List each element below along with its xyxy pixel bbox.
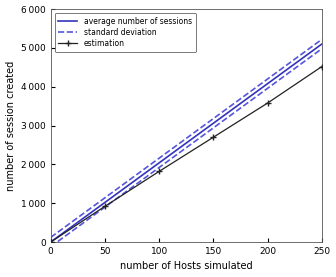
- average number of sessions: [179, 145, 183, 148]
- average number of sessions: [313, 47, 318, 50]
- average number of sessions: [320, 42, 324, 46]
- Y-axis label: number of session created: number of session created: [6, 60, 15, 191]
- Line: estimation: estimation: [47, 63, 325, 245]
- standard deviation: [196, 129, 200, 132]
- Line: standard deviation: standard deviation: [51, 39, 322, 237]
- average number of sessions: [210, 122, 214, 126]
- average number of sessions: [271, 78, 275, 81]
- standard deviation: [320, 38, 324, 41]
- average number of sessions: [177, 146, 181, 150]
- estimation: [266, 101, 270, 105]
- average number of sessions: [49, 240, 53, 244]
- Line: average number of sessions: average number of sessions: [51, 44, 322, 242]
- standard deviation: [177, 142, 181, 145]
- estimation: [320, 65, 324, 68]
- standard deviation: [313, 42, 318, 46]
- standard deviation: [271, 73, 275, 77]
- Legend: average number of sessions, standard deviation, estimation: average number of sessions, standard dev…: [54, 13, 196, 52]
- standard deviation: [49, 236, 53, 239]
- average number of sessions: [196, 133, 200, 137]
- estimation: [157, 170, 161, 173]
- standard deviation: [179, 140, 183, 144]
- standard deviation: [210, 118, 214, 121]
- X-axis label: number of Hosts simulated: number of Hosts simulated: [120, 261, 253, 271]
- estimation: [49, 240, 53, 244]
- estimation: [211, 135, 215, 139]
- estimation: [103, 205, 107, 208]
